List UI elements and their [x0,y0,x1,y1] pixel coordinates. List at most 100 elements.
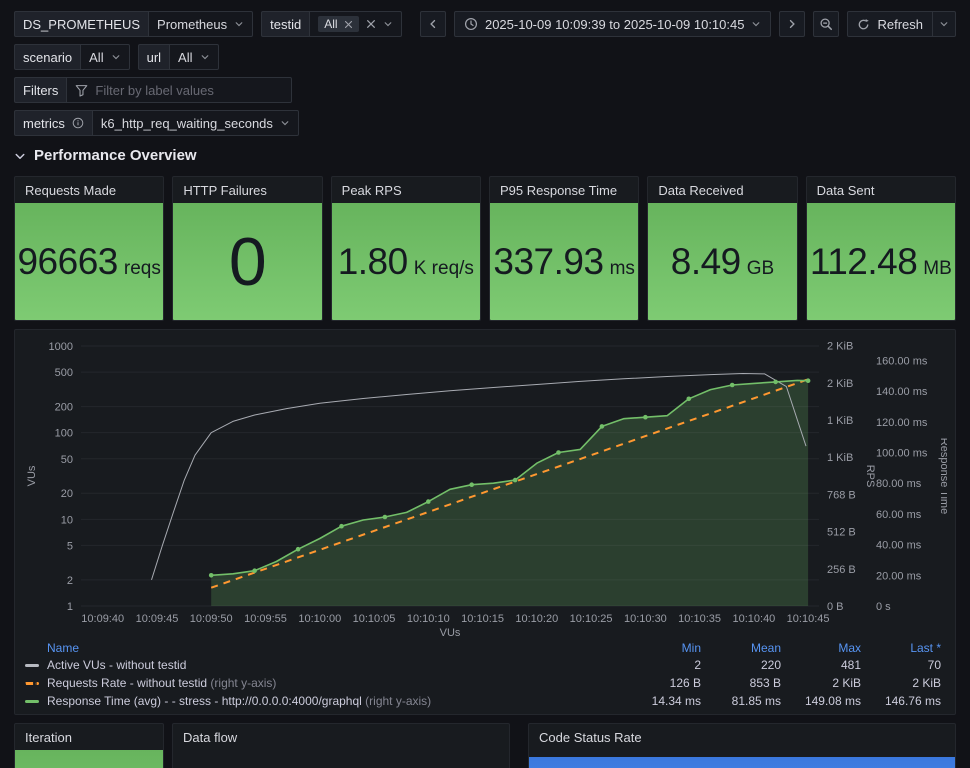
section-performance-overview[interactable]: Performance Overview [14,147,956,164]
iteration-panel: Iteration [14,723,164,768]
stat-value-area: 1.80 K req/s [331,203,480,320]
chevron-down-icon [111,52,121,62]
series-point [469,482,475,487]
chevron-down-icon [751,19,761,29]
stat-value: 0 [228,223,267,300]
legend-last-value: 146.76 ms [884,694,941,708]
spacer [529,750,955,757]
legend-col-last[interactable]: Last * [910,641,941,655]
svg-text:0 B: 0 B [827,601,844,613]
stat-panel-p95-response-time: P95 Response Time 337.93 ms [488,176,640,321]
svg-text:10:10:30: 10:10:30 [624,613,667,625]
series-point [805,378,811,383]
refresh-interval-button[interactable] [932,11,956,37]
svg-text:10:10:15: 10:10:15 [461,613,504,625]
metrics-select[interactable]: k6_http_req_waiting_seconds [91,110,299,136]
series-name-text: Response Time (avg) - - stress - http://… [47,694,362,708]
stat-value: 8.49 [670,240,742,282]
refresh-button[interactable]: Refresh [847,11,933,37]
legend-min-value: 126 B [669,676,701,690]
variable-testid: testid All [261,11,402,37]
svg-text:256 B: 256 B [827,564,856,576]
series-marker [25,682,39,686]
testid-select[interactable]: All [309,11,402,37]
toolbar-row-4: metrics k6_http_req_waiting_seconds [14,110,956,136]
svg-text:50: 50 [61,454,73,466]
close-icon[interactable] [366,19,376,29]
bottom-panels-row: Iteration Data flow Code Status Rate [14,723,956,768]
legend-col-min[interactable]: Min [681,641,701,655]
variable-url: url All [137,44,219,70]
legend-max-value: 2 KiB [832,676,861,690]
testid-label: testid [261,11,310,37]
legend-mean-value: 853 B [749,676,781,690]
series-point [295,546,301,552]
legend-header-row: Name Min Mean Max Last * [23,640,947,656]
svg-text:10:10:10: 10:10:10 [407,613,450,625]
legend-last-value: 70 [927,658,941,672]
svg-text:20.00 ms: 20.00 ms [876,570,922,582]
stat-unit: GB [746,257,775,279]
svg-text:10:09:40: 10:09:40 [81,613,124,625]
svg-text:0 s: 0 s [876,601,891,613]
svg-text:768 B: 768 B [827,489,856,501]
scenario-select[interactable]: All [80,44,130,70]
series-name-text: Active VUs - without testid [47,658,187,672]
stat-panel-data-received: Data Received 8.49 GB [647,176,798,321]
refresh-split-button: Refresh [847,11,956,37]
close-icon[interactable] [344,20,353,29]
svg-text:1000: 1000 [49,341,73,353]
panel-title: Data Sent [816,182,875,198]
ds-prometheus-select[interactable]: Prometheus [148,11,254,37]
svg-text:RPS: RPS [864,465,876,488]
filter-by-label-input[interactable] [95,82,284,98]
legend-col-mean[interactable]: Mean [750,641,781,655]
time-range-picker[interactable]: 2025-10-09 10:09:39 to 2025-10-09 10:10:… [453,11,772,37]
legend-mean-value: 81.85 ms [731,694,781,708]
svg-text:1: 1 [67,601,73,613]
timeseries-chart[interactable]: 1 2 5 10 20 50 100 200 500 1000 0 B 256 B 512 B 768 B… [23,334,947,640]
chevron-down-icon [234,19,244,29]
time-range-text: 2025-10-09 10:09:39 to 2025-10-09 10:10:… [484,16,745,32]
chip-label: All [324,17,338,31]
legend-max-value: 481 [840,658,861,672]
zoom-out-button[interactable] [813,11,840,37]
metrics-label-text: metrics [23,115,65,131]
series-line [151,373,807,581]
testid-chip[interactable]: All [318,16,359,32]
stat-unit: reqs [123,257,161,279]
series-point [686,396,692,402]
code-status-rate-panel: Code Status Rate [528,723,956,768]
panel-title: Iteration [25,729,72,745]
legend-series-name[interactable]: Response Time (avg) - - stress - http://… [23,692,627,710]
series-line [210,378,809,589]
svg-text:10:10:20: 10:10:20 [515,613,558,625]
legend-col-max[interactable]: Max [838,641,861,655]
code-status-body [529,750,955,768]
svg-text:1 KiB: 1 KiB [827,452,853,464]
stat-value: 337.93 [493,240,604,282]
svg-text:10:10:35: 10:10:35 [678,613,721,625]
time-shift-back-button[interactable] [419,11,446,37]
legend-series-name[interactable]: Requests Rate - without testid (right y-… [23,674,627,692]
url-select[interactable]: All [169,44,219,70]
legend-series-name[interactable]: Active VUs - without testid [23,656,627,674]
time-shift-forward-button[interactable] [779,11,806,37]
svg-text:40.00 ms: 40.00 ms [876,540,922,552]
legend-col-name[interactable]: Name [47,641,80,655]
legend-row-active-vus: Active VUs - without testid 2 220 481 70 [23,656,947,674]
legend-max-value: 149.08 ms [804,694,861,708]
code-status-stat-bar [529,757,955,768]
stat-unit: MB [923,257,952,279]
stat-value: 1.80 [337,240,409,282]
scenario-label: scenario [14,44,81,70]
stat-unit: ms [609,257,635,279]
chart-legend: Name Min Mean Max Last * Active VUs - wi… [23,640,947,710]
series-point [252,568,257,573]
panel-title: Code Status Rate [539,729,642,745]
refresh-label: Refresh [877,16,923,32]
series-point [208,573,214,578]
filters-field[interactable] [66,77,293,103]
svg-text:5: 5 [67,540,73,552]
filters-label: Filters [14,77,67,103]
